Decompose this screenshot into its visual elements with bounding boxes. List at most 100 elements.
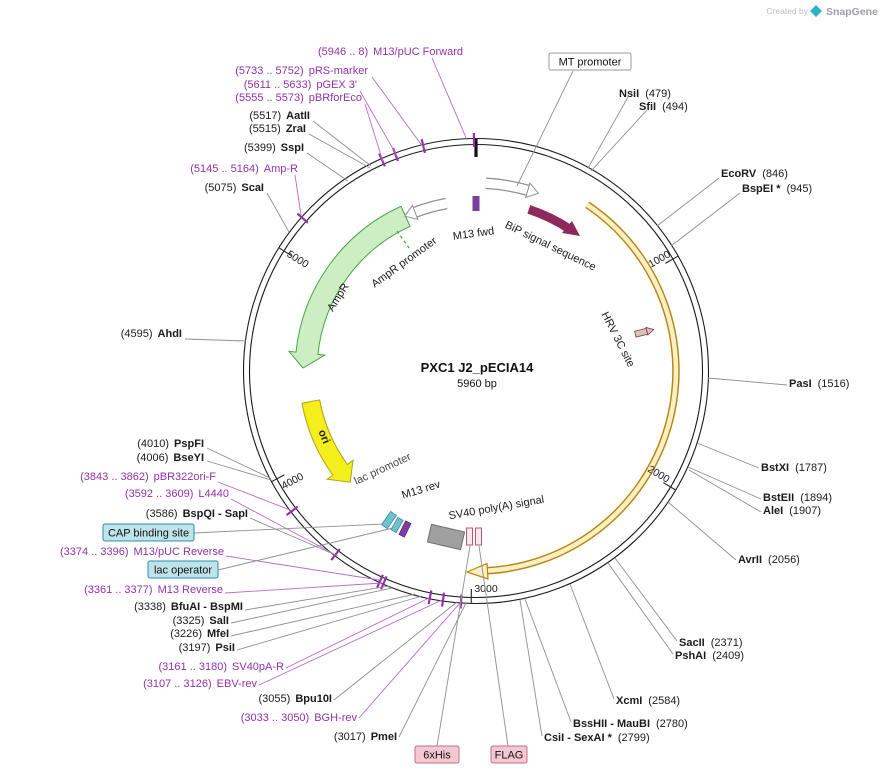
enzyme-label-bpu10i[interactable]: (3055) Bpu10I (259, 693, 332, 705)
his-tag-badge[interactable]: 6xHis (414, 745, 460, 764)
feature-hrv3c-marker[interactable] (634, 326, 655, 338)
mt-promoter-badge[interactable]: MT promoter (548, 52, 632, 71)
callout-line (359, 90, 398, 157)
flag-tag-badge[interactable]: FLAG (490, 745, 528, 764)
primer-label-pgex3[interactable]: (5611 .. 5633) pGEX 3' (244, 79, 357, 91)
callout-line (478, 545, 509, 747)
enzyme-label-pasi[interactable]: PasI (1516) (789, 378, 849, 390)
primer-label-sv40pa-r[interactable]: (3161 .. 3180) SV40pA-R (159, 661, 285, 673)
feature-m13-rev-box[interactable] (398, 520, 412, 538)
name-text: BstXI (761, 462, 789, 474)
enzyme-label-nsii[interactable]: NsiI (479) (619, 88, 671, 100)
name-text: BspEI * (742, 183, 781, 195)
primer-label-m13-puc-forward[interactable]: (5946 .. 8) M13/pUC Forward (318, 46, 463, 58)
feature-label-sv40-polya[interactable]: SV40 poly(A) signal (448, 494, 545, 523)
feature-label-lac-promoter[interactable]: lac promoter (352, 451, 413, 488)
enzyme-label-sspi[interactable]: (5399) SspI (244, 142, 304, 154)
enzyme-label-csii-sexai[interactable]: CsiI - SexAI * (2799) (544, 732, 650, 744)
enzyme-label-bsshii-maubi[interactable]: BssHII - MauBI (2780) (573, 718, 688, 730)
feature-flag-box[interactable] (475, 527, 482, 546)
enzyme-label-sali[interactable]: (3325) SalI (173, 615, 229, 627)
enzyme-label-bsteii[interactable]: BstEII (1894) (763, 492, 832, 504)
cap-binding-site-badge[interactable]: CAP binding site (102, 523, 195, 542)
enzyme-label-zrai[interactable]: (5515) ZraI (249, 123, 306, 135)
name-text: Amp-R (264, 163, 298, 175)
pos-text: (3197) (179, 642, 211, 654)
enzyme-label-bfuai-bspmi[interactable]: (3338) BfuAI - BspMI (134, 601, 243, 613)
cap-binding-site-badge-label: CAP binding site (108, 528, 189, 540)
enzyme-label-bseyi[interactable]: (4006) BseYI (137, 452, 204, 464)
enzyme-label-ahdi[interactable]: (4595) AhdI (121, 328, 182, 340)
feature-cap-binding-site-box[interactable] (380, 510, 398, 530)
pos-text: (5611 .. 5633) (244, 79, 312, 91)
his-tag-badge-label: 6xHis (423, 750, 451, 762)
callout-line (371, 76, 424, 148)
name-text: BssHII - MauBI (573, 718, 650, 730)
callout-line (266, 192, 290, 233)
enzyme-label-pmei[interactable]: (3017) PmeI (334, 731, 397, 743)
primer-label-ebv-rev[interactable]: (3107 .. 3126) EBV-rev (143, 678, 257, 690)
primer-label-pbr322ori-f[interactable]: (3843 .. 3862) pBR322ori-F (80, 471, 216, 483)
name-text: XcmI (616, 695, 642, 707)
feature-ori-arrow[interactable] (301, 399, 354, 483)
feature-ampr-promoter-arrowhead (403, 204, 419, 221)
enzyme-label-avrii[interactable]: AvrII (2056) (738, 554, 800, 566)
feature-lac-operator-box[interactable] (390, 516, 404, 534)
name-text: ZraI (286, 123, 306, 135)
enzyme-label-mfei[interactable]: (3226) MfeI (170, 628, 229, 640)
enzyme-label-ecorv[interactable]: EcoRV (846) (721, 168, 788, 180)
primer-label-pbrforeco[interactable]: (5555 .. 5573) pBRforEco (235, 92, 362, 104)
enzyme-label-scai[interactable]: (5075) ScaI (205, 182, 264, 194)
name-text: SV40pA-R (232, 661, 284, 673)
flag-tag-badge-box (490, 745, 528, 764)
primer-tick (376, 574, 384, 589)
lac-operator-badge[interactable]: lac operator (147, 560, 219, 579)
callout-line (707, 377, 788, 386)
pos-text: (3374 .. 3396) (60, 546, 129, 558)
primer-label-m13-reverse[interactable]: (3361 .. 3377) M13 Reverse (84, 584, 223, 596)
feature-ampr-arrow[interactable] (287, 205, 411, 369)
primer-label-bgh-rev[interactable]: (3033 .. 3050) BGH-rev (241, 712, 358, 724)
enzyme-label-pspfi[interactable]: (4010) PspFI (137, 438, 204, 450)
enzyme-label-sfii[interactable]: SfiI (494) (639, 101, 688, 113)
name-text: PspFI (174, 438, 204, 450)
enzyme-label-bspei[interactable]: BspEI * (945) (742, 183, 812, 195)
enzyme-label-sacii[interactable]: SacII (2371) (679, 637, 742, 649)
enzyme-label-alei[interactable]: AleI (1907) (763, 505, 821, 517)
enzyme-label-aatii[interactable]: (5517) AatII (249, 110, 310, 122)
tick-label-3000: 3000 (474, 583, 498, 595)
callout-line (312, 120, 372, 167)
enzyme-label-xcmi[interactable]: XcmI (2584) (616, 695, 680, 707)
pos-text: (5517) (249, 110, 281, 122)
primer-label-prs-marker[interactable]: (5733 .. 5752) pRS-marker (235, 65, 368, 77)
enzyme-label-bspqi-sapi[interactable]: (3586) BspQI - SapI (146, 508, 248, 520)
enzyme-label-bstxi[interactable]: BstXI (1787) (761, 462, 827, 474)
primer-label-m13-puc-reverse[interactable]: (3374 .. 3396) M13/pUC Reverse (60, 546, 224, 558)
primer-label-amp-r[interactable]: (5145 .. 5164) Amp-R (190, 163, 298, 175)
primer-label-l4440[interactable]: (3592 .. 3609) L4440 (125, 488, 229, 500)
callout-line (306, 152, 349, 182)
feature-label-m13-fwd[interactable]: M13 fwd (452, 225, 495, 243)
feature-label-ori[interactable]: ori (315, 428, 332, 446)
feature-arc-gold-fill (482, 202, 679, 574)
enzyme-label-pshai[interactable]: PshAI (2409) (675, 650, 744, 662)
cap-binding-site-badge-box (102, 523, 195, 542)
callout-line (688, 469, 762, 513)
pos-text: (3033 .. 3050) (241, 712, 310, 724)
callout-line (206, 460, 272, 481)
feature-bip-arrow[interactable] (527, 205, 574, 234)
plasmid-ring-outer (242, 137, 710, 605)
feature-m13-fwd-box[interactable] (472, 196, 480, 211)
feature-label-hrv3c[interactable]: HRV 3C site (599, 310, 637, 369)
enzyme-label-psii[interactable]: (3197) PsiI (179, 642, 235, 654)
callout-line (667, 501, 737, 561)
feature-label-m13-rev[interactable]: M13 rev (400, 478, 442, 501)
name-text: pBR322ori-F (154, 471, 217, 483)
callout-line (614, 557, 678, 642)
feature-label-bip-signal[interactable]: BiP signal sequence (503, 219, 598, 273)
feature-sv40-polya-box[interactable] (426, 523, 466, 551)
primer-tick (296, 212, 309, 224)
feature-his-box[interactable] (466, 527, 473, 546)
